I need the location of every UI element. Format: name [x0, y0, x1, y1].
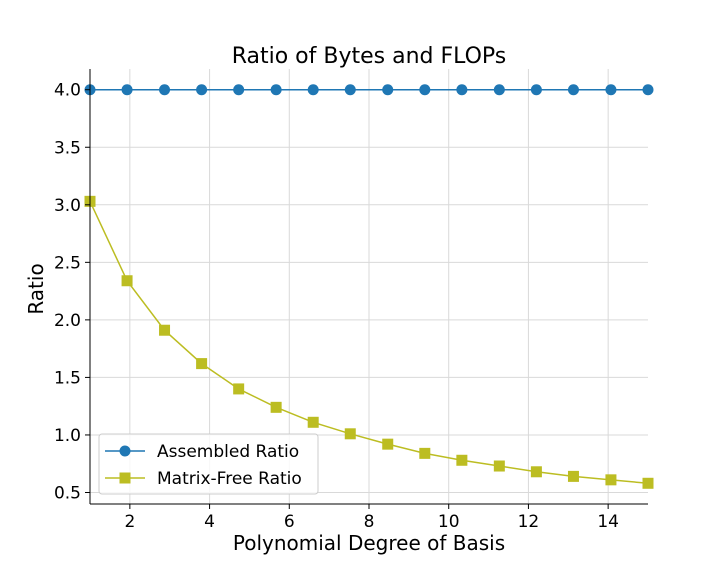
data-point — [196, 84, 208, 96]
y-tick-label: 3.5 — [54, 138, 81, 158]
x-tick-label: 2 — [124, 512, 135, 532]
data-point — [121, 84, 133, 96]
ticks: 2 4 6 8 10 12 14 0.5 1.0 1.5 2.0 2.5 3.0 3.5 4.0 — [54, 81, 619, 532]
data-point — [233, 84, 245, 96]
legend-label: Matrix-Free Ratio — [157, 469, 302, 489]
legend: Assembled Ratio Matrix-Free Ratio — [98, 433, 319, 495]
legend-marker — [119, 445, 131, 457]
data-point — [642, 84, 654, 96]
grid — [90, 69, 648, 504]
data-point — [344, 84, 356, 96]
y-tick-label: 2.5 — [54, 253, 81, 273]
chart-title: Ratio of Bytes and FLOPs — [232, 44, 507, 69]
data-point — [159, 84, 171, 96]
data-point — [419, 447, 431, 459]
data-point — [307, 416, 319, 428]
x-tick-label: 6 — [284, 512, 295, 532]
data-point — [530, 466, 542, 478]
y-tick-label: 1.0 — [54, 426, 81, 446]
data-point — [456, 84, 468, 96]
y-tick-label: 3.0 — [54, 196, 81, 216]
data-point — [567, 84, 579, 96]
x-tick-label: 10 — [438, 512, 460, 532]
y-tick-label: 2.0 — [54, 311, 81, 331]
data-point — [382, 84, 394, 96]
data-point — [419, 84, 431, 96]
legend-marker — [119, 472, 131, 484]
data-point — [233, 383, 245, 395]
data-point — [493, 84, 505, 96]
x-axis-label: Polynomial Degree of Basis — [233, 531, 505, 555]
x-tick-label: 14 — [597, 512, 619, 532]
legend-box — [98, 433, 319, 495]
y-axis-label: Ratio — [24, 263, 48, 314]
data-point — [493, 460, 505, 472]
data-point — [159, 324, 171, 336]
data-point — [382, 438, 394, 450]
data-point — [642, 477, 654, 489]
y-tick-label: 1.5 — [54, 368, 81, 388]
legend-label: Assembled Ratio — [157, 442, 299, 462]
data-point — [567, 470, 579, 482]
series-line-2 — [89, 201, 649, 485]
series-layer — [84, 84, 654, 489]
data-point — [344, 428, 356, 440]
x-tick-label: 8 — [364, 512, 375, 532]
data-point — [270, 401, 282, 413]
data-point — [605, 474, 617, 486]
y-tick-label: 4.0 — [54, 81, 81, 101]
x-tick-label: 12 — [518, 512, 540, 532]
data-point — [121, 275, 133, 287]
data-point — [307, 84, 319, 96]
data-point — [270, 84, 282, 96]
y-tick-label: 0.5 — [54, 483, 81, 503]
data-point — [530, 84, 542, 96]
x-tick-label: 4 — [204, 512, 215, 532]
data-point — [605, 84, 617, 96]
data-point — [196, 358, 208, 370]
data-point — [456, 454, 468, 466]
